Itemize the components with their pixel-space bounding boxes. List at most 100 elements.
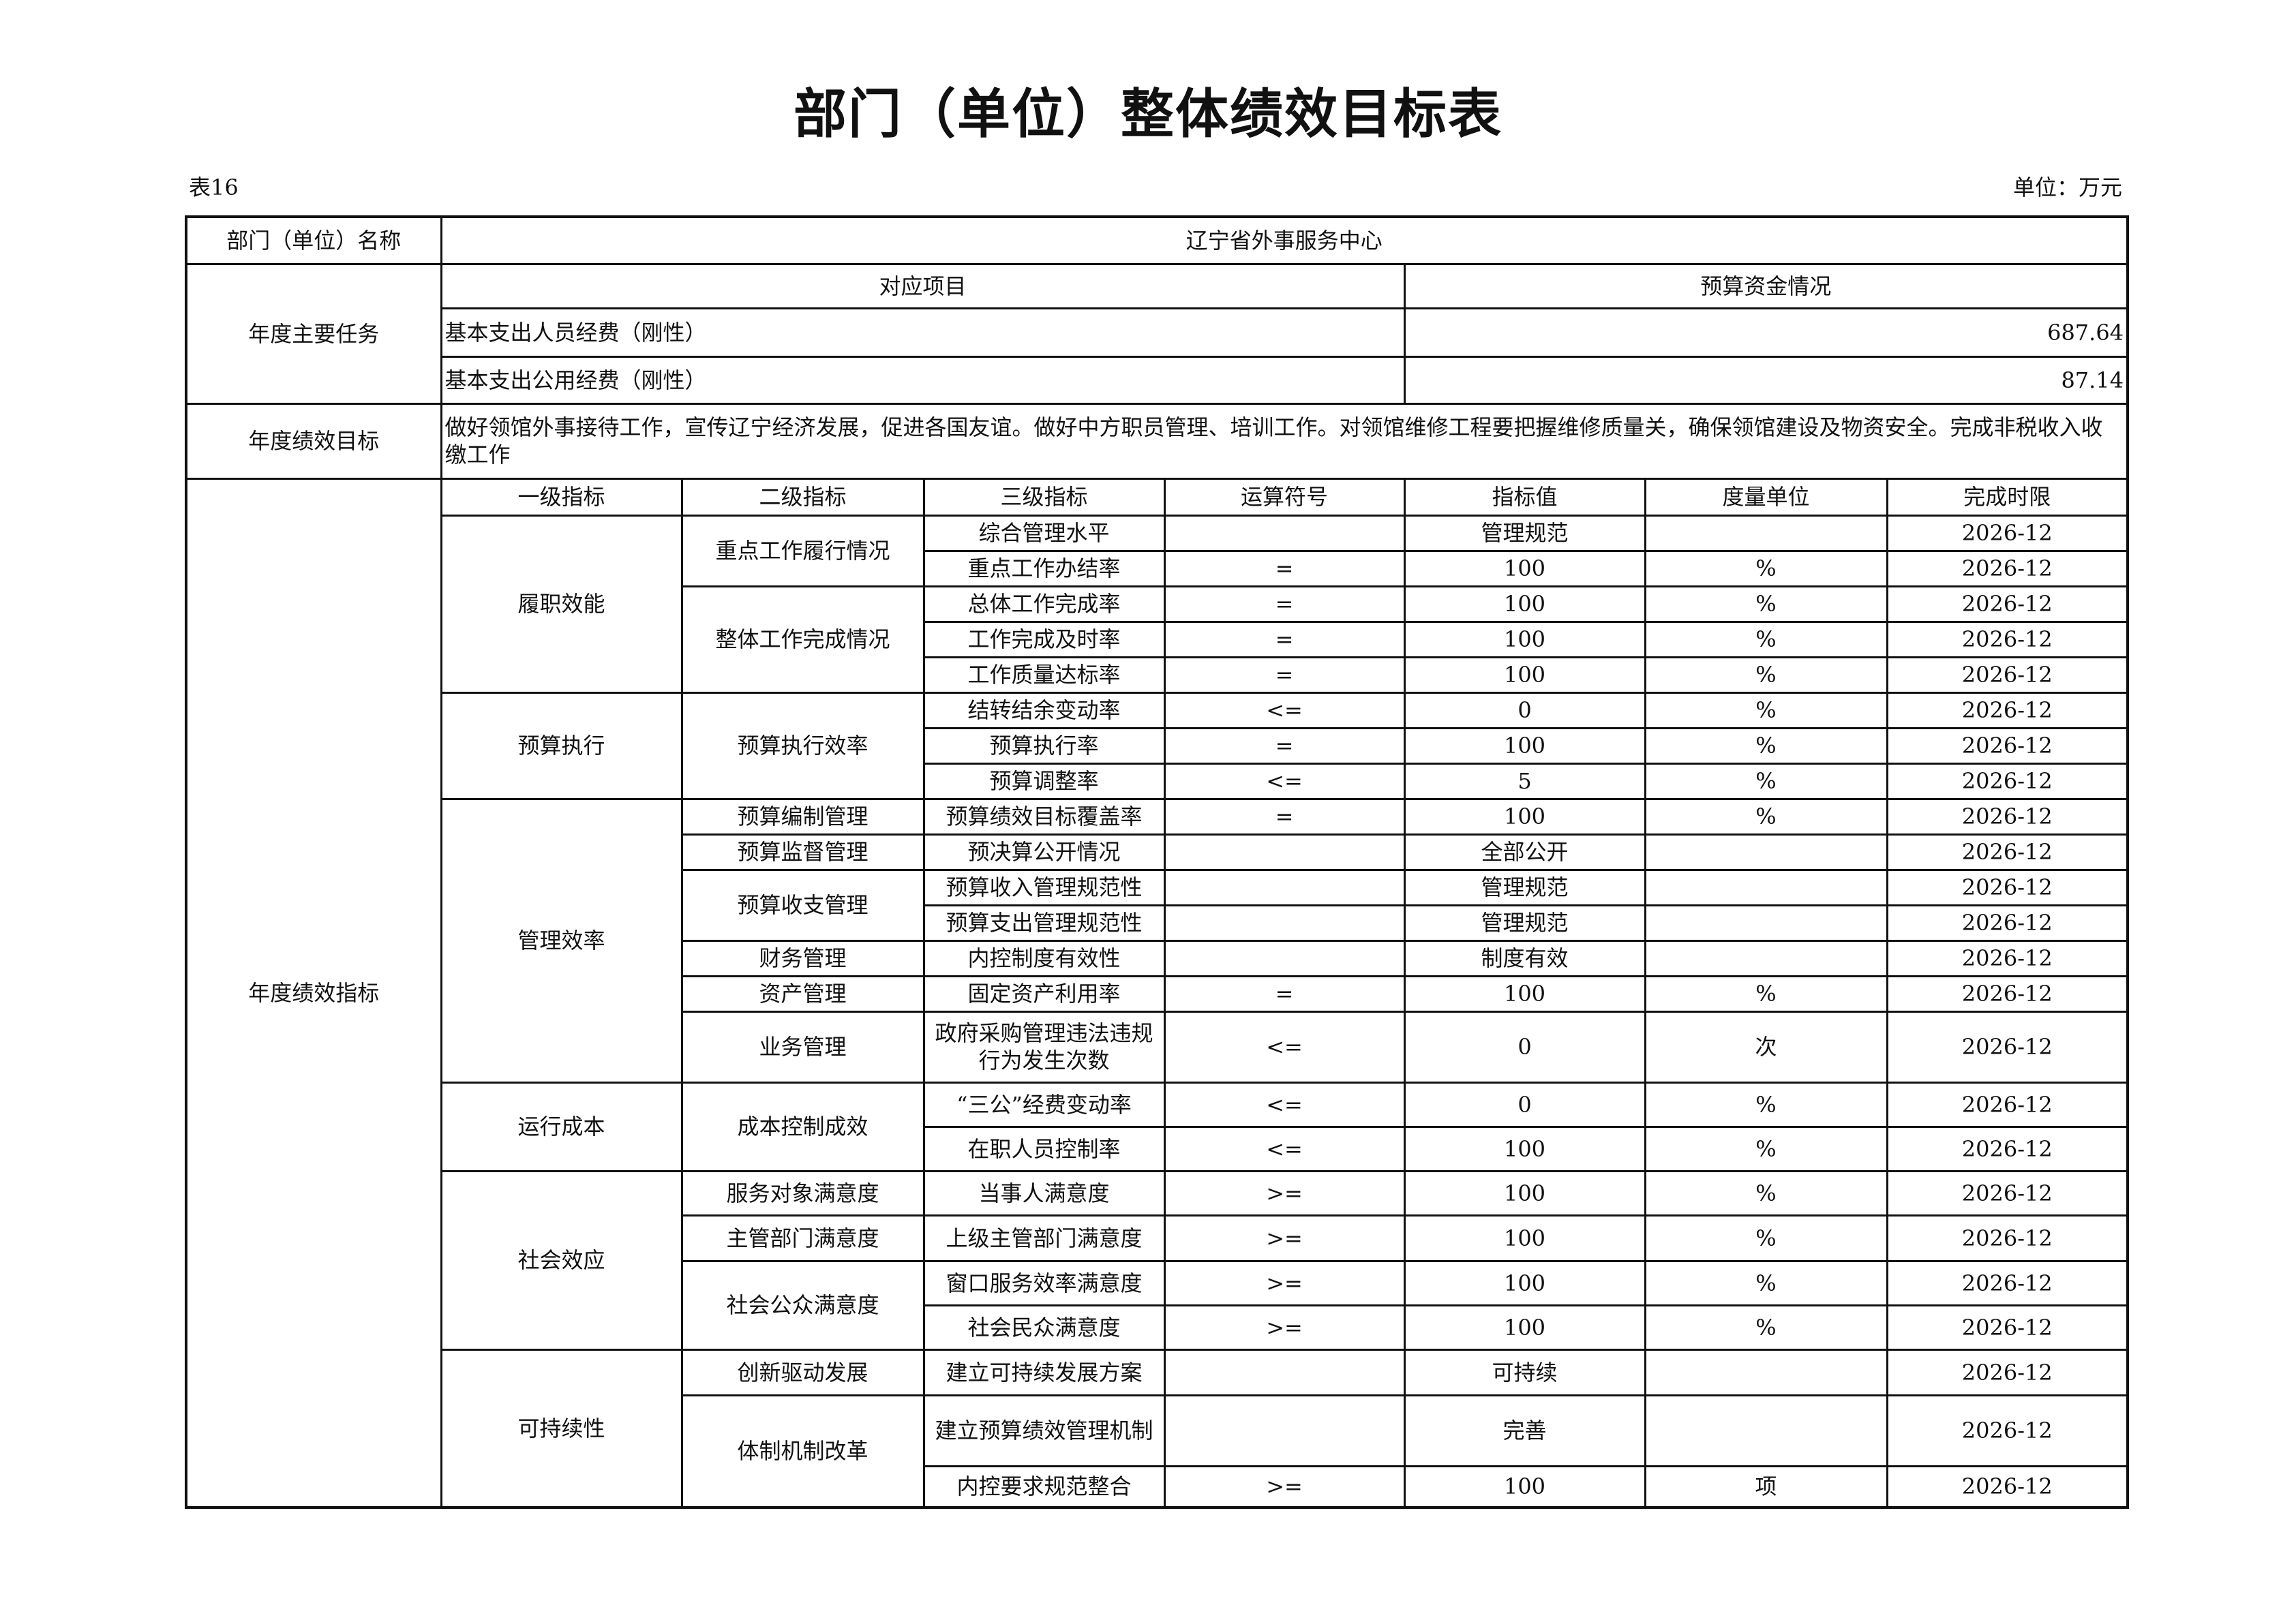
deadline: 2026-12 <box>1886 1169 2129 1216</box>
level3-indicator: 建立可持续发展方案 <box>922 1348 1166 1396</box>
measure-unit: % <box>1644 1125 1888 1172</box>
level1-indicator: 社会效应 <box>440 1169 683 1351</box>
level3-indicator: 工作质量达标率 <box>922 656 1166 694</box>
operator: = <box>1163 585 1406 623</box>
measure-unit <box>1644 514 1888 552</box>
target-value: 全部公开 <box>1403 833 1646 871</box>
level3-indicator: 固定资产利用率 <box>922 975 1166 1013</box>
header-value: 指标值 <box>1403 477 1646 517</box>
level2-indicator: 预算编制管理 <box>680 797 925 836</box>
deadline: 2026-12 <box>1886 1348 2129 1396</box>
dept-value: 辽宁省外事服务中心 <box>440 215 2129 265</box>
deadline: 2026-12 <box>1886 1304 2129 1351</box>
col-project-header: 对应项目 <box>440 262 1406 309</box>
measure-unit: % <box>1644 726 1888 765</box>
goal-row: 年度绩效目标 做好领馆外事接待工作，宣传辽宁经济发展，促进各国友谊。做好中方职员… <box>185 402 2129 480</box>
indicator-row: 财务管理 内控制度有效性 制度有效 2026-12 <box>186 939 2129 977</box>
target-value: 100 <box>1403 1465 1646 1509</box>
indicator-row: 预算调整率 <= 5% 2026-12 <box>186 762 2129 800</box>
level1-indicator: 管理效率 <box>440 797 683 1084</box>
target-value: 100 <box>1403 1259 1646 1306</box>
target-value: 100 <box>1403 620 1646 658</box>
target-value: 可持续 <box>1403 1348 1646 1396</box>
level3-indicator: 预决算公开情况 <box>922 833 1166 871</box>
measure-unit: % <box>1644 656 1888 694</box>
indicator-row: 工作完成及时率 = 100% 2026-12 <box>186 620 2129 658</box>
indicator-row: 内控要求规范整合 >= 100 项 2026-12 <box>186 1465 2129 1509</box>
level3-indicator: 总体工作完成率 <box>922 585 1166 623</box>
indicators-label: 年度绩效指标 <box>185 477 442 1509</box>
indicator-row: 可持续性 创新驱动发展 建立可持续发展方案 可持续 2026-12 <box>186 1348 2129 1509</box>
operator: = <box>1163 656 1406 694</box>
deadline: 2026-12 <box>1886 585 2129 623</box>
indicator-row: 整体工作完成情况 总体工作完成率 = 100% 2026-12 <box>186 585 2129 694</box>
dept-label: 部门（单位）名称 <box>185 215 442 265</box>
target-value: 制度有效 <box>1403 939 1646 977</box>
deadline: 2026-12 <box>1886 1125 2129 1172</box>
deadline: 2026-12 <box>1886 868 2129 906</box>
level1-indicator: 可持续性 <box>440 1348 683 1509</box>
level3-indicator: 预算执行率 <box>922 726 1166 765</box>
operator <box>1163 1394 1406 1467</box>
target-value: 管理规范 <box>1403 904 1646 942</box>
level2-indicator: 财务管理 <box>680 939 925 977</box>
page-title: 部门（单位）整体绩效目标表 <box>793 84 1502 145</box>
level2-indicator: 服务对象满意度 <box>680 1169 925 1216</box>
operator <box>1163 904 1406 942</box>
operator <box>1163 868 1406 906</box>
level2-indicator: 资产管理 <box>680 975 925 1013</box>
level2-indicator: 整体工作完成情况 <box>680 585 925 694</box>
level3-indicator: 内控要求规范整合 <box>922 1465 1166 1509</box>
operator: <= <box>1163 762 1406 800</box>
measure-unit <box>1644 833 1888 871</box>
indicator-row: 预算监督管理 预决算公开情况 全部公开 2026-12 <box>186 833 2129 871</box>
target-value: 100 <box>1403 1125 1646 1172</box>
level1-indicator: 履职效能 <box>440 514 683 694</box>
target-value: 100 <box>1403 797 1646 836</box>
level3-indicator: 预算调整率 <box>922 762 1166 800</box>
level3-indicator: 社会民众满意度 <box>922 1304 1166 1351</box>
level2-indicator: 预算收支管理 <box>680 868 925 942</box>
level2-indicator: 成本控制成效 <box>680 1081 925 1172</box>
operator: >= <box>1163 1465 1406 1509</box>
deadline: 2026-12 <box>1886 762 2129 800</box>
indicator-row: 体制机制改革 建立预算绩效管理机制 完善 2026-12 <box>186 1394 2129 1509</box>
indicator-row: 履职效能 重点工作履行情况 综合管理水平 管理规范 2026-12 <box>186 514 2129 694</box>
operator: = <box>1163 975 1406 1013</box>
deadline: 2026-12 <box>1886 514 2129 552</box>
header-operator: 运算符号 <box>1163 477 1406 517</box>
indicator-row: 预算收支管理 预算收入管理规范性 管理规范 2026-12 <box>186 868 2129 942</box>
measure-unit <box>1644 868 1888 906</box>
measure-unit: % <box>1644 975 1888 1013</box>
operator: >= <box>1163 1214 1406 1262</box>
goal-label: 年度绩效目标 <box>185 402 442 480</box>
header-level1: 一级指标 <box>440 477 683 517</box>
operator: = <box>1163 549 1406 587</box>
operator: = <box>1163 726 1406 765</box>
measure-unit <box>1644 939 1888 977</box>
indicator-row: 预算执行率 = 100% 2026-12 <box>186 726 2129 765</box>
table-number: 表16 <box>189 174 239 200</box>
deadline: 2026-12 <box>1886 904 2129 942</box>
dept-row: 部门（单位）名称 辽宁省外事服务中心 <box>185 215 2129 265</box>
level2-indicator: 主管部门满意度 <box>680 1214 925 1262</box>
target-value: 100 <box>1403 549 1646 587</box>
operator <box>1163 833 1406 871</box>
measure-unit <box>1644 1348 1888 1396</box>
target-value: 100 <box>1403 975 1646 1013</box>
header-level3: 三级指标 <box>922 477 1166 517</box>
deadline: 2026-12 <box>1886 1259 2129 1306</box>
indicator-row: 资产管理 固定资产利用率 = 100% 2026-12 <box>186 975 2129 1013</box>
deadline: 2026-12 <box>1886 1394 2129 1467</box>
measure-unit: % <box>1644 762 1888 800</box>
header-unit: 度量单位 <box>1644 477 1888 517</box>
target-value: 100 <box>1403 726 1646 765</box>
indicator-row: 社会公众满意度 窗口服务效率满意度 >= 100% 2026-12 <box>186 1259 2129 1351</box>
level2-indicator: 体制机制改革 <box>680 1394 925 1509</box>
indicator-row: 主管部门满意度 上级主管部门满意度 >= 100% 2026-12 <box>186 1214 2129 1262</box>
indicator-row: 预算执行 预算执行效率 结转结余变动率 <= 0% 2026-12 <box>186 691 2129 800</box>
indicator-row: 预算支出管理规范性 管理规范 2026-12 <box>186 904 2129 942</box>
task-project: 基本支出公用经费（刚性） <box>440 355 1406 405</box>
task-row: 基本支出人员经费（刚性） 687.64 <box>186 307 2129 358</box>
operator: >= <box>1163 1259 1406 1306</box>
